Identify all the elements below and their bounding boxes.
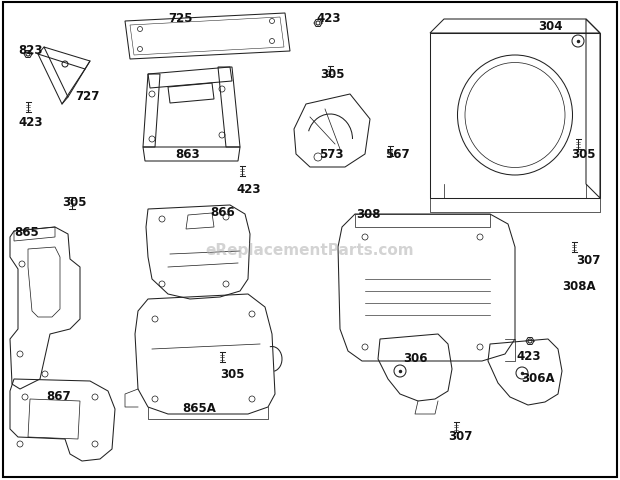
Text: 306A: 306A <box>521 371 555 384</box>
Text: 866: 866 <box>210 205 235 218</box>
Text: 305: 305 <box>220 367 244 380</box>
Text: eReplacementParts.com: eReplacementParts.com <box>206 242 414 257</box>
Text: 725: 725 <box>168 12 192 25</box>
Text: 727: 727 <box>75 90 99 103</box>
Text: 865: 865 <box>14 226 38 239</box>
Text: 305: 305 <box>320 68 345 81</box>
Text: 867: 867 <box>46 389 71 402</box>
Text: 423: 423 <box>316 12 340 25</box>
Text: 423: 423 <box>18 116 43 129</box>
Text: 308: 308 <box>356 207 381 220</box>
Text: 304: 304 <box>538 20 562 33</box>
Text: 863: 863 <box>175 148 200 161</box>
Text: 305: 305 <box>571 148 595 161</box>
Text: 823: 823 <box>18 44 43 57</box>
Text: 573: 573 <box>319 148 343 161</box>
Text: 307: 307 <box>576 253 600 266</box>
Text: 307: 307 <box>448 429 472 442</box>
Text: 865A: 865A <box>182 401 216 414</box>
Text: 423: 423 <box>236 182 260 195</box>
Text: 306: 306 <box>403 351 428 364</box>
Text: 308A: 308A <box>562 279 596 292</box>
Text: 305: 305 <box>62 195 87 209</box>
Text: 423: 423 <box>516 349 541 362</box>
Text: 567: 567 <box>385 148 410 161</box>
